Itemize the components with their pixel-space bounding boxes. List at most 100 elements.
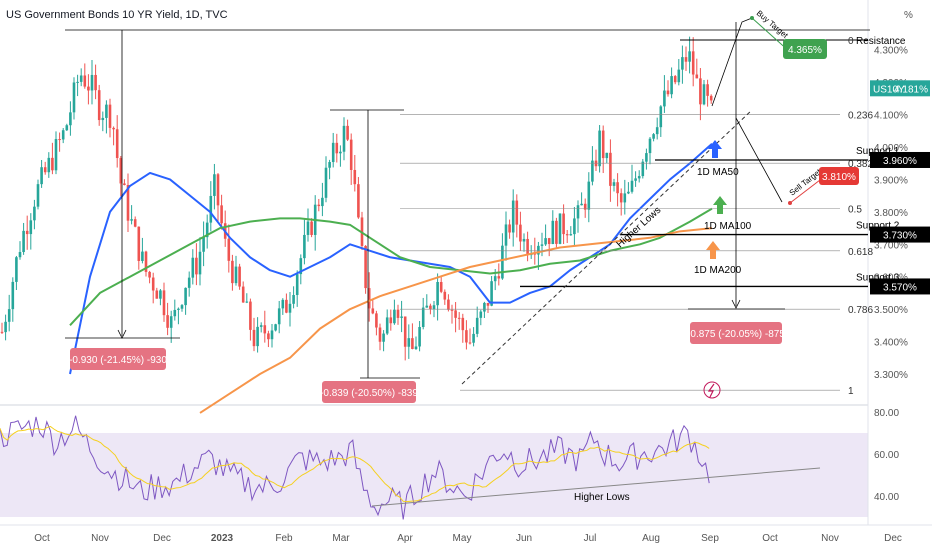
ma-label: 1D MA200 bbox=[694, 265, 742, 276]
y-tick-label: 3.500% bbox=[874, 305, 908, 316]
candle-body bbox=[637, 176, 641, 179]
candle-body bbox=[112, 127, 115, 130]
support-label: Support 2 bbox=[856, 221, 900, 232]
candle-body bbox=[677, 69, 681, 83]
candle-body bbox=[375, 313, 378, 328]
candle-body bbox=[634, 178, 637, 181]
candle-body bbox=[295, 274, 299, 296]
ma50-arrow-icon bbox=[708, 140, 722, 158]
candle-body bbox=[619, 193, 623, 203]
candle-body bbox=[421, 307, 425, 327]
x-tick-label: Sep bbox=[701, 533, 719, 544]
candle-body bbox=[591, 160, 594, 182]
candle-body bbox=[256, 326, 259, 347]
candle-body bbox=[468, 342, 472, 344]
candle-body bbox=[15, 257, 18, 282]
candle-body bbox=[7, 309, 11, 322]
candle-body bbox=[418, 326, 421, 347]
candle-body bbox=[213, 174, 216, 196]
candle-body bbox=[148, 271, 151, 278]
candle-body bbox=[205, 222, 209, 238]
candle-body bbox=[673, 76, 677, 83]
candle-body bbox=[227, 238, 231, 261]
candle-body bbox=[504, 224, 508, 246]
percent-icon: % bbox=[904, 10, 913, 21]
rsi-trendline bbox=[371, 467, 821, 507]
candle-body bbox=[706, 84, 709, 96]
candle-body bbox=[663, 90, 666, 107]
measurement-label: -0.839 (-20.50%) -839 bbox=[320, 388, 418, 399]
y-tick-label: 3.300% bbox=[874, 370, 908, 381]
candle-body bbox=[144, 251, 148, 272]
candle-body bbox=[652, 134, 655, 139]
rsi-line bbox=[0, 415, 710, 520]
candle-body bbox=[184, 287, 187, 306]
candle-body bbox=[249, 301, 252, 330]
candle-body bbox=[306, 221, 310, 235]
candle-body bbox=[69, 112, 72, 126]
candle-body bbox=[216, 174, 220, 206]
candle-body bbox=[87, 86, 90, 91]
candle-body bbox=[540, 244, 544, 246]
candle-body bbox=[454, 310, 457, 318]
x-tick-label: Aug bbox=[642, 533, 660, 544]
candle-body bbox=[695, 74, 699, 79]
candle-body bbox=[461, 317, 465, 331]
candle-body bbox=[605, 152, 609, 159]
candle-body bbox=[51, 157, 54, 171]
y-tick-label: 3.400% bbox=[874, 338, 908, 349]
buy-target-value: 4.365% bbox=[788, 45, 822, 56]
x-tick-label: Nov bbox=[91, 533, 109, 544]
candle-body bbox=[180, 305, 184, 309]
candle-body bbox=[555, 220, 558, 244]
candle-body bbox=[475, 317, 479, 334]
candle-body bbox=[432, 305, 436, 310]
candle-body bbox=[317, 204, 321, 207]
candle-body bbox=[436, 281, 439, 306]
candle-body bbox=[83, 75, 87, 87]
candle-body bbox=[655, 127, 659, 135]
support-badge bbox=[870, 226, 930, 243]
candle-body bbox=[126, 184, 130, 221]
measurement-label: -0.930 (-21.45%) -930 bbox=[69, 355, 167, 366]
rsi-band bbox=[0, 433, 868, 517]
candle-body bbox=[54, 139, 58, 171]
candle-body bbox=[666, 90, 670, 95]
candle-body bbox=[141, 251, 144, 261]
candle-body bbox=[601, 130, 605, 159]
candle-body bbox=[616, 182, 619, 194]
support-value: 3.570% bbox=[883, 282, 917, 293]
candle-body bbox=[479, 311, 483, 318]
y-tick-label: 4.000% bbox=[874, 143, 908, 154]
candle-body bbox=[22, 230, 25, 253]
candle-body bbox=[324, 167, 328, 198]
x-tick-label: May bbox=[453, 533, 472, 544]
sell-target-point bbox=[788, 201, 792, 205]
candle-body bbox=[29, 220, 33, 235]
support-label: Support 3 bbox=[856, 272, 900, 283]
candle-body bbox=[385, 317, 389, 334]
candle-body bbox=[40, 167, 43, 185]
chart-title: US Government Bonds 10 YR Yield, 1D, TVC bbox=[6, 9, 228, 21]
candle-body bbox=[533, 253, 537, 255]
candle-body bbox=[497, 276, 501, 279]
ma50-line bbox=[69, 143, 713, 375]
candle-body bbox=[537, 245, 540, 255]
candle-body bbox=[18, 252, 22, 258]
candle-body bbox=[321, 197, 324, 207]
candle-body bbox=[612, 182, 616, 186]
candle-body bbox=[187, 277, 191, 288]
y-tick-label: 4.100% bbox=[874, 111, 908, 122]
candle-body bbox=[526, 238, 529, 256]
candle-body bbox=[699, 78, 702, 105]
candle-body bbox=[267, 333, 270, 340]
y-tick-label: 3.800% bbox=[874, 208, 908, 219]
candle-body bbox=[346, 125, 349, 140]
support-badge bbox=[870, 278, 930, 295]
candle-body bbox=[263, 325, 267, 334]
sell-target-badge bbox=[819, 167, 859, 185]
buy-target-badge bbox=[783, 39, 827, 59]
y-tick-label: 3.900% bbox=[874, 175, 908, 186]
candle-body bbox=[162, 290, 166, 316]
